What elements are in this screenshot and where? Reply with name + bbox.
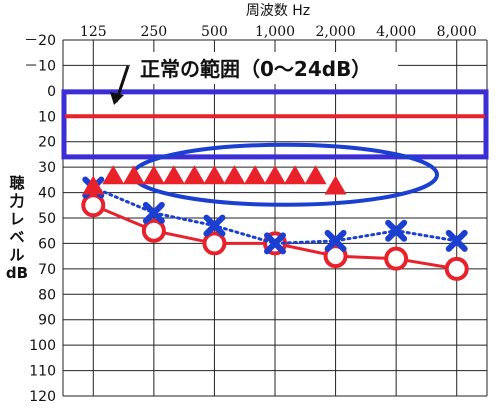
y-label-char: レ	[9, 210, 24, 228]
arrow-head	[110, 92, 124, 105]
data-point-x	[385, 219, 408, 242]
data-point-triangle	[264, 165, 286, 185]
data-point-triangle	[223, 165, 246, 185]
y-label-char: 聴	[9, 174, 24, 192]
y-label-char: ベ	[9, 228, 24, 246]
data-point-x	[264, 232, 286, 255]
x-tick-label: 8,000	[437, 24, 477, 40]
y-tick-labels: －20 －10 0 10 20 30 40 50 60 70 80 90 100 110 120	[24, 33, 56, 405]
data-point-x	[203, 214, 226, 237]
y-tick-label: 110	[29, 364, 56, 380]
x-tick-label: 500	[201, 24, 228, 40]
data-point-triangle	[203, 165, 226, 185]
x-tick-label: 125	[80, 24, 107, 40]
y-tick-label: 70	[38, 262, 56, 278]
y-tick-label: 60	[38, 236, 56, 252]
y-tick-label: －20	[24, 33, 56, 49]
data-point-triangle	[82, 175, 105, 195]
data-point-x	[324, 229, 347, 252]
y-label-char: ル	[9, 246, 24, 264]
data-point-triangle	[244, 165, 267, 185]
data-point-circle	[444, 256, 469, 281]
y-tick-label: 10	[38, 109, 56, 125]
series-layer	[81, 165, 469, 281]
data-point-triangle	[122, 165, 145, 185]
y-tick-label: 50	[38, 211, 56, 227]
data-point-circle	[141, 218, 166, 243]
x-tick-label: 1,000	[255, 24, 295, 40]
data-point-triangle	[142, 165, 165, 185]
data-point-triangle	[283, 165, 306, 185]
data-point-triangle	[324, 175, 347, 195]
data-point-triangle	[183, 165, 206, 185]
y-tick-label: 80	[38, 287, 56, 303]
data-point-triangle	[102, 165, 125, 185]
x-tick-label: 2,000	[316, 24, 356, 40]
data-point-x	[445, 229, 468, 252]
annotation-bg	[130, 52, 398, 84]
y-tick-label: 20	[38, 135, 56, 151]
y-tick-label: 100	[29, 338, 56, 354]
x-tick-label: 4,000	[376, 24, 416, 40]
data-point-triangle	[162, 165, 185, 185]
chart-title: 周波数 Hz	[246, 3, 310, 19]
data-point-circle	[384, 246, 409, 271]
data-point-circle	[202, 231, 227, 256]
y-label-char: 力	[9, 192, 24, 210]
y-tick-label: 40	[38, 186, 56, 202]
x-tick-label: 250	[140, 24, 167, 40]
x-tick-labels: 125 250 500 1,000 2,000 4,000 8,000	[80, 24, 477, 40]
y-tick-label: 0	[47, 84, 56, 100]
y-tick-label: 120	[29, 389, 56, 405]
normal-range	[61, 89, 489, 160]
data-point-circle	[323, 244, 348, 269]
normal-range-box	[61, 89, 489, 160]
y-tick-label: 90	[38, 313, 56, 329]
data-point-triangle	[304, 165, 327, 185]
normal-range-label: 正常の範囲（0〜24dB）	[140, 57, 371, 81]
y-tick-label: 30	[38, 160, 56, 176]
y-label-char: dB	[6, 264, 28, 282]
data-point-circle	[81, 193, 106, 218]
y-tick-label: －10	[24, 58, 56, 74]
data-point-x	[142, 201, 165, 224]
annotation: 正常の範囲（0〜24dB）	[110, 52, 398, 105]
